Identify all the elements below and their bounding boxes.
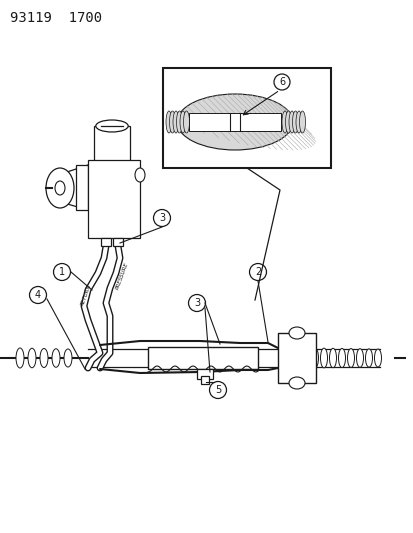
Ellipse shape [285,111,291,133]
Bar [197,369,212,379]
Text: 6: 6 [278,77,285,87]
Ellipse shape [365,349,372,367]
Ellipse shape [329,348,336,368]
Ellipse shape [320,348,327,368]
Ellipse shape [180,111,185,133]
Ellipse shape [28,348,36,368]
Text: 3: 3 [193,298,199,308]
Ellipse shape [183,111,189,133]
Bar [113,238,123,246]
Ellipse shape [46,168,74,208]
Bar [163,68,330,168]
Ellipse shape [169,111,175,133]
Ellipse shape [166,111,171,133]
Bar [88,160,140,238]
Ellipse shape [288,111,294,133]
Text: PRESSURE: PRESSURE [114,262,129,290]
Text: 4: 4 [35,290,41,300]
Ellipse shape [292,111,298,133]
Text: 3: 3 [159,213,165,223]
Bar [76,165,88,210]
Bar [189,113,280,131]
Ellipse shape [64,349,72,367]
Ellipse shape [299,111,305,133]
Ellipse shape [40,349,48,367]
Text: RETURN: RETURN [80,284,92,306]
Bar [94,126,130,163]
Ellipse shape [16,348,24,368]
Bar [147,347,257,369]
Ellipse shape [135,168,145,182]
Ellipse shape [374,349,380,367]
Bar [201,376,209,384]
Ellipse shape [288,327,304,339]
Ellipse shape [176,111,182,133]
Ellipse shape [295,111,301,133]
Bar [101,238,111,246]
Ellipse shape [95,120,128,132]
Ellipse shape [311,348,318,368]
Ellipse shape [55,181,65,195]
Text: 5: 5 [214,385,221,395]
Ellipse shape [356,349,363,367]
Ellipse shape [338,349,345,368]
Bar [277,333,315,383]
Text: 93119  1700: 93119 1700 [10,11,102,25]
Text: 1: 1 [59,267,65,277]
Ellipse shape [281,111,287,133]
Ellipse shape [177,94,292,150]
Ellipse shape [52,349,60,367]
Ellipse shape [288,377,304,389]
Text: 2: 2 [254,267,261,277]
Ellipse shape [347,349,354,367]
Ellipse shape [173,111,178,133]
